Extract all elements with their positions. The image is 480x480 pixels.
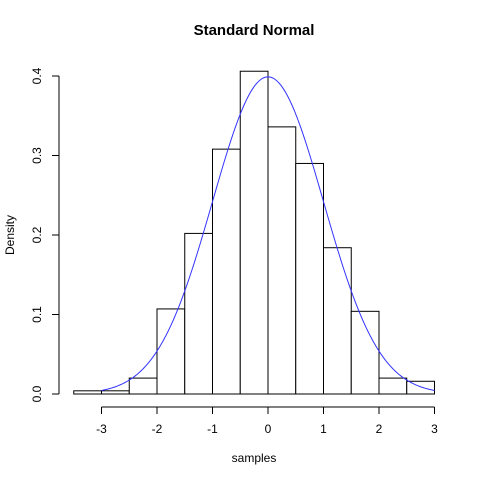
density-curve — [101, 76, 435, 391]
histogram-bar — [212, 148, 241, 395]
histogram-bar — [350, 310, 380, 395]
x-tick-label: -2 — [152, 422, 163, 436]
histogram-bar — [184, 232, 213, 395]
histogram-bars — [73, 70, 435, 395]
histogram-bar — [239, 70, 269, 395]
x-tick-label: 1 — [320, 422, 327, 436]
y-tick-label: 0.1 — [30, 306, 44, 323]
y-axis: 0.0 0.1 0.2 0.3 0.4 — [30, 67, 60, 402]
x-tick-label: -1 — [207, 422, 218, 436]
histogram-bar — [156, 308, 186, 395]
y-tick-label: 0.2 — [30, 226, 44, 243]
histogram-bar — [128, 377, 158, 395]
y-tick-label: 0.4 — [30, 67, 44, 84]
y-tick-label: 0.3 — [30, 147, 44, 164]
histogram-bar — [406, 380, 435, 395]
histogram-bar — [101, 390, 130, 395]
histogram-bar — [295, 162, 324, 395]
chart-title: Standard Normal — [194, 22, 315, 39]
x-tick-label: 2 — [376, 422, 383, 436]
x-tick-label: -3 — [96, 422, 107, 436]
x-axis: -3 -2 -1 0 1 2 3 — [96, 406, 438, 436]
y-tick-label: 0.0 — [30, 385, 44, 402]
histogram-bar — [323, 247, 352, 395]
density-curve-group — [101, 76, 435, 391]
x-tick-label: 0 — [265, 422, 272, 436]
y-axis-label: Density — [3, 215, 17, 255]
histogram-bar — [378, 377, 408, 395]
histogram-bar — [267, 126, 297, 395]
x-axis-label: samples — [232, 451, 277, 465]
x-tick-label: 3 — [431, 422, 438, 436]
histogram-bar — [73, 390, 102, 395]
